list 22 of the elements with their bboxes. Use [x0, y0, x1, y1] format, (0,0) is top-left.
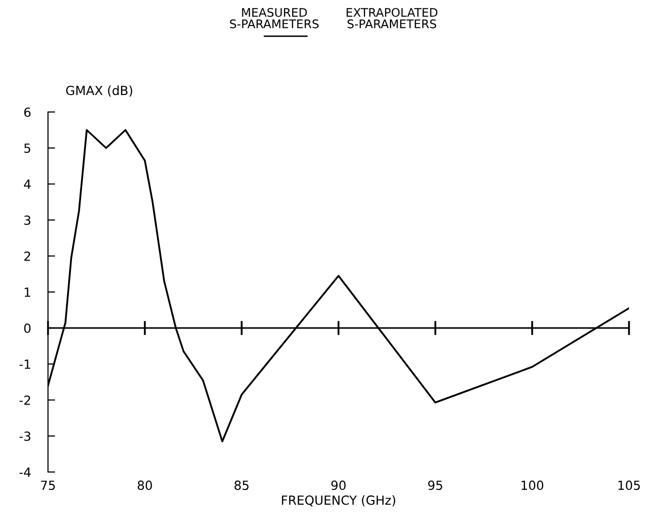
y-tick-label: 4 — [24, 180, 31, 189]
x-axis-title: FREQUENCY (GHz) — [282, 495, 396, 506]
y-tick-label: -3 — [19, 431, 30, 441]
y-tick-label: -2 — [19, 395, 30, 405]
text: EXTRAPOLATED S-PARAMETERS — [346, 8, 438, 28]
x-tick-label: 95 — [428, 480, 442, 490]
y-axis-title: GMAX (dB) — [66, 86, 132, 97]
x-tick-label: 75 — [41, 480, 55, 490]
y-tick-label: 6 — [24, 107, 31, 117]
y-tick-label: -1 — [19, 360, 30, 369]
x-tick-label: 90 — [331, 480, 346, 490]
y-tick-label: 1 — [24, 288, 30, 297]
y-tick-label: -4 — [19, 468, 31, 477]
y-tick-label: 5 — [24, 144, 30, 153]
text: MEASURED S-PARAMETERS — [230, 8, 319, 28]
y-tick-label: 3 — [24, 215, 30, 225]
x-tick-label: 105 — [618, 480, 640, 490]
x-tick-label: 100 — [522, 480, 544, 490]
y-tick-label: 0 — [24, 323, 31, 333]
x-tick-label: 85 — [234, 480, 249, 490]
x-tick-label: 80 — [138, 480, 152, 490]
y-tick-label: 2 — [24, 251, 30, 261]
